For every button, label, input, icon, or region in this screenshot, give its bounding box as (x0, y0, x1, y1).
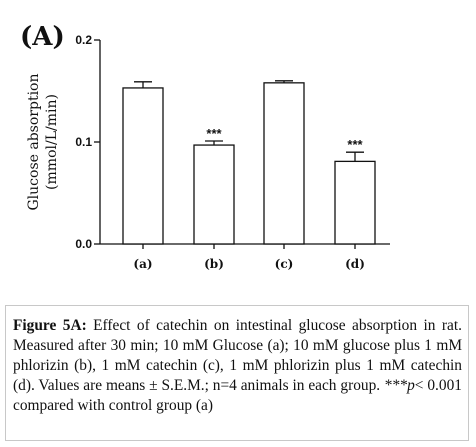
caption-p: p (407, 377, 415, 394)
figure-caption: Figure 5A: Effect of catechin on intesti… (5, 305, 469, 441)
caption-text: Effect of catechin on intestinal glucose… (13, 317, 462, 394)
bar (334, 160, 376, 245)
bar (263, 82, 305, 245)
caption-label: Figure 5A: (13, 317, 87, 334)
significance-label: *** (206, 126, 222, 141)
bar-chart: 0.0 0.1 0.2 (a) *** (b) (c) *** (d) Glucose absor… (26, 33, 390, 271)
y-axis-title: Glucose absorption (mmol/L/min) (26, 74, 60, 211)
caption-sig-marker: *** (384, 377, 408, 394)
y-tick-label: 0.0 (75, 237, 92, 251)
bar (122, 87, 164, 245)
panel-label: (A) (20, 22, 65, 52)
significance-label: *** (347, 137, 363, 152)
category-label: (b) (204, 257, 224, 271)
category-label: (c) (275, 257, 294, 271)
caption-text-end: < 0.001 compared with control group (a) (13, 377, 462, 414)
bar (193, 144, 235, 245)
category-label: (a) (133, 257, 152, 271)
y-tick-label: 0.1 (75, 135, 92, 149)
y-tick-label: 0.2 (75, 33, 92, 47)
category-label: (d) (345, 257, 365, 271)
